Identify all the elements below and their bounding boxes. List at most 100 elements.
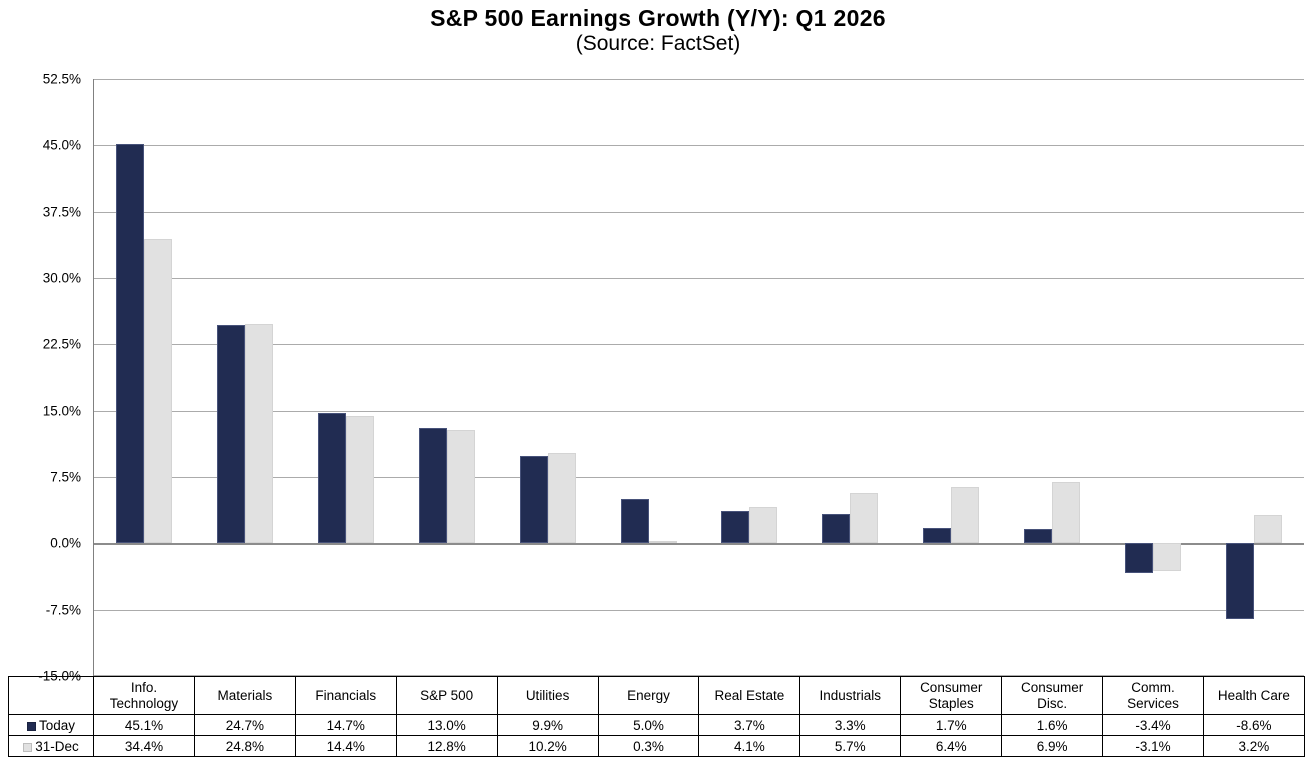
bar-today — [1023, 529, 1052, 544]
y-tick-label: 45.0% — [42, 137, 81, 153]
gridline — [94, 211, 1304, 213]
y-tick-label: 0.0% — [50, 535, 81, 551]
gridline — [94, 675, 1304, 676]
bar-31-dec — [245, 323, 274, 544]
bar-31-dec — [144, 239, 173, 544]
bar-today — [318, 413, 347, 544]
y-tick-label: 30.0% — [42, 270, 81, 286]
value-cell: 24.7% — [193, 714, 296, 736]
bar-group — [1002, 79, 1103, 676]
bar-today — [1225, 543, 1254, 620]
gridline — [94, 344, 1304, 346]
value-cell: 1.7% — [900, 714, 1003, 736]
value-cell: 14.7% — [294, 714, 397, 736]
bar-31-dec — [1152, 543, 1181, 571]
value-cell: 9.9% — [496, 714, 599, 736]
y-tick-label: 52.5% — [42, 71, 81, 87]
value-cell: 45.1% — [93, 714, 195, 736]
bar-31-dec — [547, 453, 576, 544]
category-header: Financials — [294, 676, 397, 715]
value-cell: 34.4% — [93, 735, 195, 757]
category-header: Consumer Disc. — [1001, 676, 1104, 715]
y-tick-label: 15.0% — [42, 403, 81, 419]
gridline — [94, 609, 1304, 611]
value-cell: -3.4% — [1102, 714, 1204, 736]
data-table: Info. Technology Materials Financials S&P 5… — [8, 676, 1305, 757]
bar-31-dec — [648, 540, 677, 544]
category-header: Materials — [193, 676, 296, 715]
zero-gridline — [94, 543, 1304, 546]
y-axis: 52.5% 45.0% 37.5% 30.0% 22.5% 15.0% 7.5% 0.0% -7… — [0, 72, 87, 684]
plot-area — [93, 79, 1304, 676]
bar-today — [1124, 543, 1153, 574]
bar-today — [519, 455, 548, 544]
category-header: Consumer Staples — [900, 676, 1003, 715]
value-cell: 14.4% — [294, 735, 397, 757]
bar-today — [721, 510, 750, 544]
y-tick-label: 37.5% — [42, 204, 81, 220]
gridline — [94, 145, 1304, 147]
bar-group — [296, 79, 397, 676]
value-cell: 3.3% — [799, 714, 902, 736]
legend-label: Today — [38, 717, 76, 733]
y-tick-label: 7.5% — [50, 469, 81, 485]
legend-label: 31-Dec — [35, 738, 79, 754]
value-cell: -8.6% — [1202, 714, 1305, 736]
bar-group — [1203, 79, 1304, 676]
value-cell: 4.1% — [698, 735, 801, 757]
gridline — [94, 410, 1304, 412]
bar-today — [923, 528, 952, 544]
chart-subtitle: (Source: FactSet) — [575, 32, 741, 55]
category-header: Comm. Services — [1102, 676, 1204, 715]
chart-title: S&P 500 Earnings Growth (Y/Y): Q1 2026 — [430, 5, 886, 31]
gridline — [94, 79, 1304, 80]
bar-group — [800, 79, 901, 676]
value-cell: 3.7% — [698, 714, 801, 736]
bar-today — [217, 324, 246, 544]
value-cell: 24.8% — [193, 735, 296, 757]
category-header: S&P 500 — [395, 676, 498, 715]
bar-31-dec — [749, 507, 778, 544]
bar-today — [822, 514, 851, 544]
bar-31-dec — [1253, 515, 1282, 544]
value-cell: 12.8% — [395, 735, 498, 757]
legend-cell: 31-Dec — [8, 735, 94, 757]
category-header: Real Estate — [698, 676, 801, 715]
value-cell: 5.0% — [597, 714, 700, 736]
y-tick-label: 22.5% — [42, 336, 81, 352]
value-cell: 6.4% — [900, 735, 1003, 757]
value-cell: 1.6% — [1001, 714, 1104, 736]
bar-31-dec — [1051, 482, 1080, 544]
y-tick-label: -7.5% — [45, 602, 81, 618]
bar-group — [497, 79, 598, 676]
value-cell: -3.1% — [1102, 735, 1204, 757]
value-cell: 10.2% — [496, 735, 599, 757]
value-cell: 0.3% — [597, 735, 700, 757]
category-header: Info. Technology — [93, 676, 195, 715]
table-row: Today 45.1% 24.7% 14.7% 13.0% 9.9% 5.0% 3.7% 3.3… — [8, 714, 1305, 736]
bar-31-dec — [850, 492, 879, 544]
bar-group — [94, 79, 195, 676]
value-cell: 3.2% — [1202, 735, 1305, 757]
bar-today — [116, 144, 145, 544]
bar-group — [1102, 79, 1203, 676]
category-header: Utilities — [496, 676, 599, 715]
value-cell: 6.9% — [1001, 735, 1104, 757]
category-header: Health Care — [1202, 676, 1305, 715]
bar-today — [620, 499, 649, 544]
table-row: 31-Dec 34.4% 24.8% 14.4% 12.8% 10.2% 0.3% 4.1% 5… — [8, 735, 1305, 757]
data-table-wrap: Info. Technology Materials Financials S&P 5… — [8, 676, 1305, 757]
category-header: Industrials — [799, 676, 902, 715]
bar-today — [418, 428, 447, 544]
legend-cell: Today — [8, 714, 94, 736]
bar-31-dec — [446, 430, 475, 544]
bar-group — [598, 79, 699, 676]
legend-swatch-icon — [23, 742, 33, 752]
value-cell: 13.0% — [395, 714, 498, 736]
category-header: Energy — [597, 676, 700, 715]
bar-group — [397, 79, 498, 676]
legend-swatch-icon — [26, 721, 36, 731]
gridline — [94, 278, 1304, 279]
value-cell: 5.7% — [799, 735, 902, 757]
